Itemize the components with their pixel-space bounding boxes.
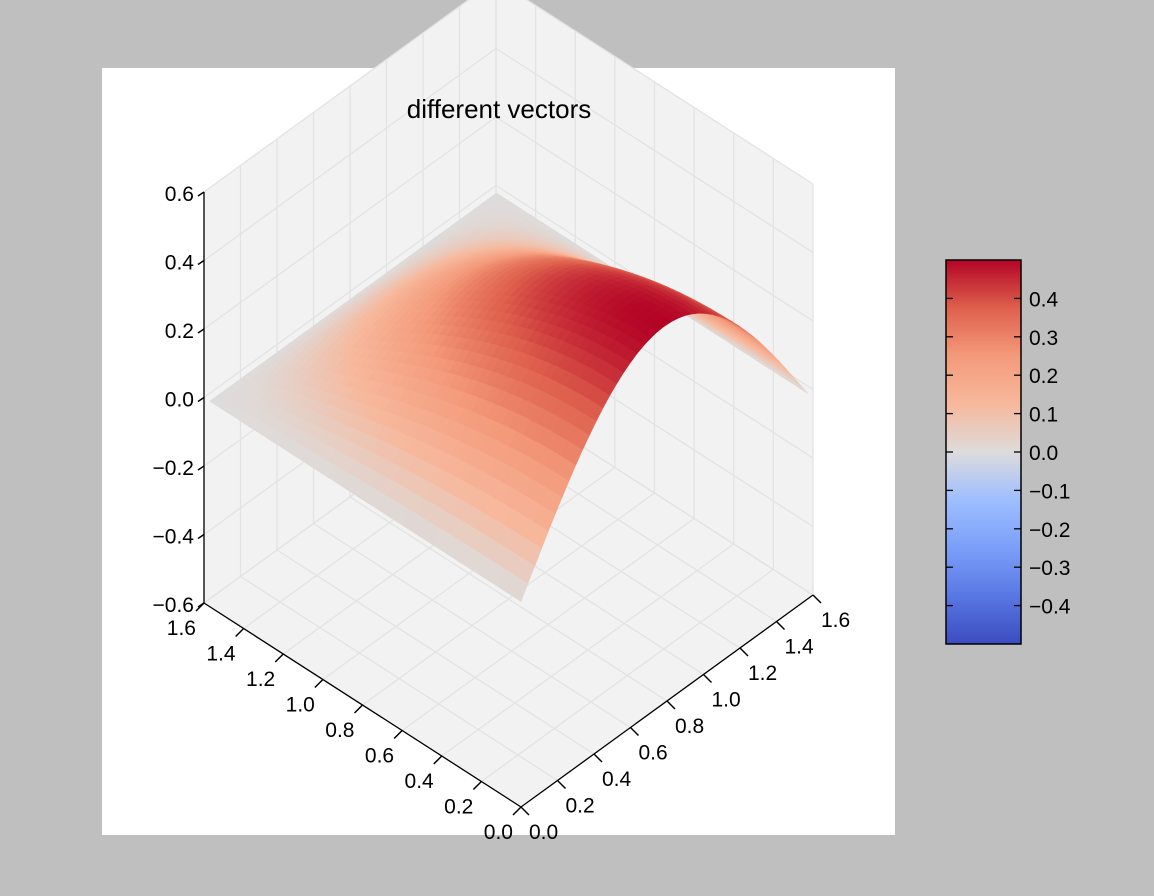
colorbar-tick-label: 0.1 (1029, 404, 1058, 427)
z-tick-label: 0.6 (165, 183, 194, 206)
x-tick-label: 0.8 (675, 715, 704, 738)
x-tick-mark (702, 673, 713, 684)
z-tick-mark (197, 533, 205, 540)
surface-patch (513, 578, 529, 602)
y-tick-mark (235, 627, 245, 638)
y-tick-mark (433, 755, 443, 765)
colorbar-tick-label: 0.2 (1029, 365, 1058, 388)
z-tick-label: 0.0 (165, 389, 194, 412)
x-tick-mark (775, 620, 786, 631)
x-tick-label: 0.0 (529, 821, 558, 844)
z-tick-mark (197, 259, 205, 266)
x-tick-mark (593, 753, 603, 763)
y-tick-label: 1.2 (246, 668, 275, 691)
floor-gridline-y (480, 568, 774, 783)
x-tick-mark (556, 779, 567, 790)
y-tick-mark (314, 678, 324, 689)
colorbar-tick-label: 0.3 (1029, 327, 1058, 350)
y-tick-label: 1.4 (206, 643, 236, 666)
y-tick-mark (393, 729, 403, 740)
wall-gridline-z (495, 47, 814, 254)
wall-gridline-z (203, 47, 497, 262)
z-tick-mark (197, 465, 205, 471)
y-tick-label: 0.8 (325, 719, 354, 742)
y-tick-label: 0.4 (405, 770, 435, 793)
z-tick-mark (197, 328, 205, 334)
colorbar-tick-label: −0.4 (1029, 596, 1071, 619)
x-tick-mark (629, 726, 640, 737)
y-tick-label: 1.6 (167, 617, 196, 640)
x-tick-label: 0.4 (602, 768, 632, 791)
colorbar-tick-label: 0.4 (1029, 288, 1059, 311)
y-tick-label: 1.0 (286, 694, 315, 717)
z-tick-label: −0.2 (153, 457, 194, 480)
colorbar-tick-label: −0.3 (1029, 557, 1070, 580)
chart-title: different vectors (407, 94, 592, 124)
colorbar: −0.4 −0.3 −0.2 −0.1 0.0 0.1 0.2 0.3 0.4 (945, 259, 1071, 645)
z-tick-mark (197, 191, 205, 197)
x-tick-mark (812, 594, 822, 604)
surface-plot (209, 192, 808, 602)
colorbar-gradient (946, 260, 1021, 644)
y-tick-label: 0.0 (484, 821, 513, 844)
z-tick-label: −0.6 (153, 594, 194, 617)
ticks-group: 0.0 0.2 0.4 0.6 0.8 1.0 1.2 1.4 1.6 0.0 0.2 0.4 0.6 0… (153, 183, 851, 844)
z-tick-label: 0.4 (165, 252, 195, 275)
floor-gridline-y (441, 543, 735, 757)
colorbar-ticks: −0.4 −0.3 −0.2 −0.1 0.0 0.1 0.2 0.3 0.4 (946, 288, 1071, 619)
colorbar-tick-label: 0.0 (1029, 442, 1058, 465)
x-tick-label: 1.6 (821, 609, 850, 632)
x-tick-label: 1.2 (748, 662, 777, 685)
z-tick-label: −0.4 (153, 526, 195, 549)
z-tick-mark (197, 602, 205, 608)
y-tick-label: 0.2 (444, 796, 473, 819)
floor-gridline-y (401, 517, 695, 732)
wall-gridline-z (203, 116, 497, 330)
z-tick-mark (197, 396, 205, 403)
y-tick-mark (512, 806, 522, 816)
x-tick-mark (666, 700, 676, 710)
y-tick-mark (472, 780, 482, 791)
floor-gridline-y (322, 466, 616, 681)
x-tick-label: 1.4 (785, 636, 815, 659)
y-tick-label: 0.6 (365, 745, 394, 768)
x-tick-mark (739, 647, 749, 657)
z-tick-label: 0.2 (165, 320, 194, 343)
colorbar-tick-label: −0.2 (1029, 519, 1070, 542)
x-tick-label: 1.0 (712, 689, 741, 712)
y-tick-mark (274, 653, 284, 663)
wall-gridline-z (525, 0, 814, 185)
floor-gridline-y (362, 492, 655, 706)
wall-gridline-z (495, 116, 814, 322)
x-tick-mark (520, 806, 530, 816)
x-tick-label: 0.2 (566, 795, 595, 818)
wall-gridline-z (203, 0, 470, 193)
colorbar-tick-label: −0.1 (1029, 480, 1070, 503)
wall-gridline-z (203, 184, 497, 399)
x-tick-label: 0.6 (639, 742, 668, 765)
y-tick-mark (353, 704, 364, 714)
